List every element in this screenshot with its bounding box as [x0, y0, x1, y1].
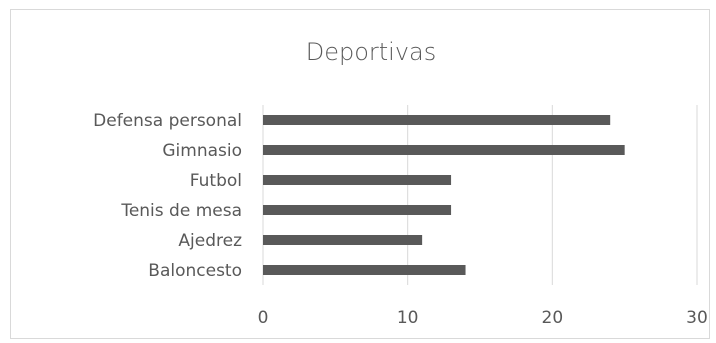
bar	[263, 205, 452, 215]
chart-frame	[10, 9, 710, 339]
gridlines	[262, 105, 698, 285]
category-labels: Defensa personal Gimnasio Futbol Tenis de m…	[93, 111, 242, 281]
category-label: Tenis de mesa	[120, 201, 242, 221]
category-label: Ajedrez	[178, 231, 242, 251]
category-label: Baloncesto	[148, 261, 242, 281]
bar	[263, 235, 423, 245]
category-label: Defensa personal	[93, 111, 242, 131]
category-label: Gimnasio	[162, 141, 242, 161]
chart-title: Deportivas	[306, 38, 437, 66]
bars	[263, 115, 625, 275]
bar	[263, 115, 611, 125]
bar	[263, 175, 452, 185]
x-tick-label: 10	[397, 308, 419, 328]
x-tick-label: 30	[686, 308, 708, 328]
bar	[263, 145, 625, 155]
category-label: Futbol	[190, 171, 242, 191]
x-tick-label: 0	[258, 308, 269, 328]
x-tick-label: 20	[542, 308, 564, 328]
bar	[263, 265, 466, 275]
x-tick-labels: 0 10 20 30	[258, 308, 708, 328]
